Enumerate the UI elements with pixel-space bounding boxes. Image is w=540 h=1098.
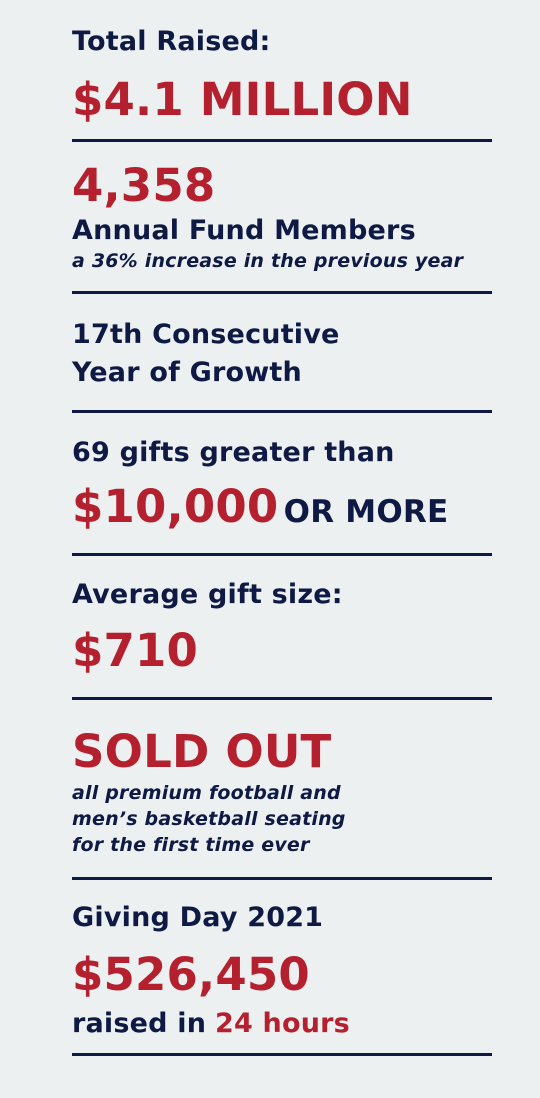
givingday-value: $526,450	[72, 948, 310, 1001]
members-count: 4,358	[72, 159, 216, 212]
divider	[72, 139, 492, 142]
soldout-line-3: for the first time ever	[72, 834, 310, 856]
divider	[72, 291, 492, 294]
growth-section: 17th Consecutive Year of Growth	[72, 316, 492, 392]
soldout-line-2: men’s basketball seating	[72, 808, 346, 830]
members-label: Annual Fund Members	[72, 215, 416, 246]
divider	[72, 553, 492, 556]
givingday-label: Giving Day 2021	[72, 902, 324, 933]
growth-line-1: 17th Consecutive	[72, 319, 340, 350]
average-label: Average gift size:	[72, 579, 343, 610]
members-note: a 36% increase in the previous year	[72, 250, 464, 272]
gifts-section: 69 gifts greater than $10,000 OR MORE	[72, 435, 492, 547]
givingday-hours: 24 hours	[214, 1008, 350, 1039]
total-raised-section: Total Raised: $4.1 MILLION	[72, 24, 492, 130]
growth-line-2: Year of Growth	[72, 357, 302, 388]
soldout-value: SOLD OUT	[72, 725, 332, 778]
gifts-value: $10,000	[72, 480, 279, 533]
divider	[72, 697, 492, 700]
divider	[72, 1053, 492, 1056]
gifts-label: 69 gifts greater than	[72, 437, 395, 468]
soldout-section: SOLD OUT all premium football and men’s …	[72, 724, 492, 858]
givingday-raised-line: raised in 24 hours	[72, 1004, 492, 1044]
members-section: 4,358 Annual Fund Members a 36% increase…	[72, 158, 492, 274]
givingday-section: Giving Day 2021 $526,450 raised in 24 ho…	[72, 898, 492, 1044]
gifts-value-line: $10,000 OR MORE	[72, 477, 492, 547]
gifts-suffix: OR MORE	[283, 494, 449, 530]
divider	[72, 410, 492, 413]
average-section: Average gift size: $710	[72, 577, 492, 681]
soldout-line-1: all premium football and	[72, 782, 341, 804]
average-value: $710	[72, 624, 199, 677]
givingday-raised-label: raised in	[72, 1008, 207, 1039]
total-raised-value: $4.1 MILLION	[72, 73, 413, 126]
divider	[72, 877, 492, 880]
total-raised-label: Total Raised:	[72, 26, 271, 57]
